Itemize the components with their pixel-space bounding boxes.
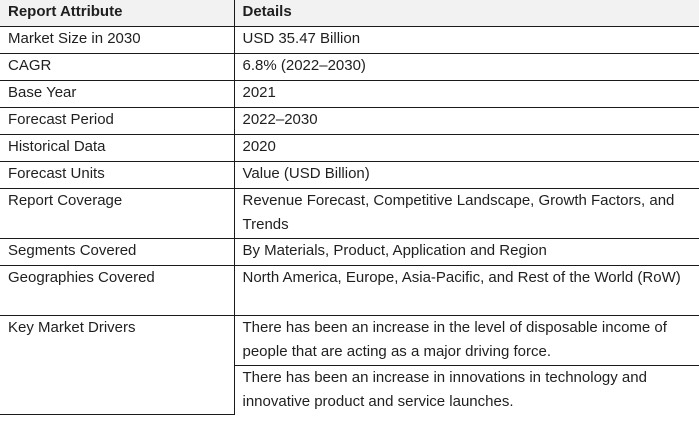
table-row: Geographies Covered North America, Europ… [0,265,699,316]
table-row: Base Year 2021 [0,80,699,108]
row-attribute-report-coverage: Report Coverage [0,188,235,239]
row-details-base-year: 2021 [233,80,699,108]
row-attribute-market-size: Market Size in 2030 [0,26,235,54]
row-attribute-key-market-drivers: Key Market Drivers [0,315,235,415]
table-row: There has been an increase in innovation… [0,365,699,414]
table-header-row: Report Attribute Details [0,0,699,27]
table-row: Key Market Drivers There has been an inc… [0,315,699,415]
row-details-cagr: 6.8% (2022–2030) [233,53,699,81]
row-attribute-cagr: CAGR [0,53,235,81]
row-attribute-base-year: Base Year [0,80,235,108]
row-details-historical-data: 2020 [233,134,699,162]
row-details-market-size: USD 35.47 Billion [233,26,699,54]
table-row: Historical Data 2020 [0,134,699,162]
header-details: Details [233,0,699,27]
row-attribute-segments-covered: Segments Covered [0,238,235,266]
row-details-forecast-period: 2022–2030 [233,107,699,135]
table-row: Segments Covered By Materials, Product, … [0,238,699,266]
table-row: Market Size in 2030 USD 35.47 Billion [0,26,699,54]
row-attribute-geographies-covered: Geographies Covered [0,265,235,316]
row-details-report-coverage: Revenue Forecast, Competitive Landscape,… [233,188,699,239]
table-row: CAGR 6.8% (2022–2030) [0,53,699,81]
table-row: Report Coverage Revenue Forecast, Compet… [0,188,699,239]
table-row: Forecast Units Value (USD Billion) [0,161,699,189]
header-report-attribute: Report Attribute [0,0,235,27]
row-attribute-historical-data: Historical Data [0,134,235,162]
row-attribute-forecast-units: Forecast Units [0,161,235,189]
row-details-geographies-covered: North America, Europe, Asia-Pacific, and… [233,265,699,316]
row-attribute-forecast-period: Forecast Period [0,107,235,135]
row-details-key-market-driver-1: There has been an increase in the level … [233,315,699,366]
table-row: Forecast Period 2022–2030 [0,107,699,135]
row-details-forecast-units: Value (USD Billion) [233,161,699,189]
row-details-segments-covered: By Materials, Product, Application and R… [233,238,699,266]
row-details-key-market-driver-2: There has been an increase in innovation… [234,365,699,414]
